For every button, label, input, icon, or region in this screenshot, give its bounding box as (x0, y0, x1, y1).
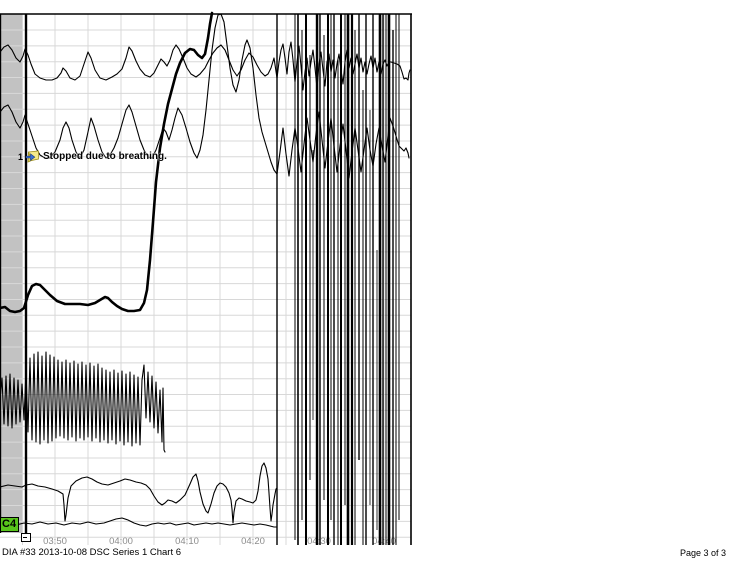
gray-band (0, 14, 23, 533)
x-tick-label: 04:40 (372, 536, 396, 547)
trace-flow (0, 462, 278, 524)
x-tick-label: 04:20 (241, 536, 265, 547)
handle-dash-icon (23, 537, 27, 538)
chart-svg: 03:50 04:00 04:10 04:20 04:30 04:40 (0, 11, 412, 547)
event-number: 1 (18, 151, 24, 162)
annotation-text: Stopped due to breathing. (43, 151, 167, 162)
chart-footer-title: DIA #33 2013-10-08 DSC Series 1 Chart 6 (2, 547, 182, 558)
x-tick-label: 03:50 (43, 536, 67, 547)
trace-bold (0, 11, 214, 314)
note-jump-icon[interactable] (25, 150, 40, 163)
channel-label-c4: C4 (0, 517, 20, 532)
event-slider-handle[interactable] (21, 533, 31, 542)
x-tick-label: 04:10 (175, 536, 199, 547)
event-annotation: 1 Stopped due to breathing. (18, 150, 167, 163)
page-number: Page 3 of 3 (679, 548, 726, 558)
x-tick-label: 04:30 (307, 536, 331, 547)
trace-emg (0, 351, 166, 453)
x-tick-label: 04:00 (109, 536, 133, 547)
trace-resp1 (0, 41, 411, 91)
trace-c4 (0, 517, 278, 528)
